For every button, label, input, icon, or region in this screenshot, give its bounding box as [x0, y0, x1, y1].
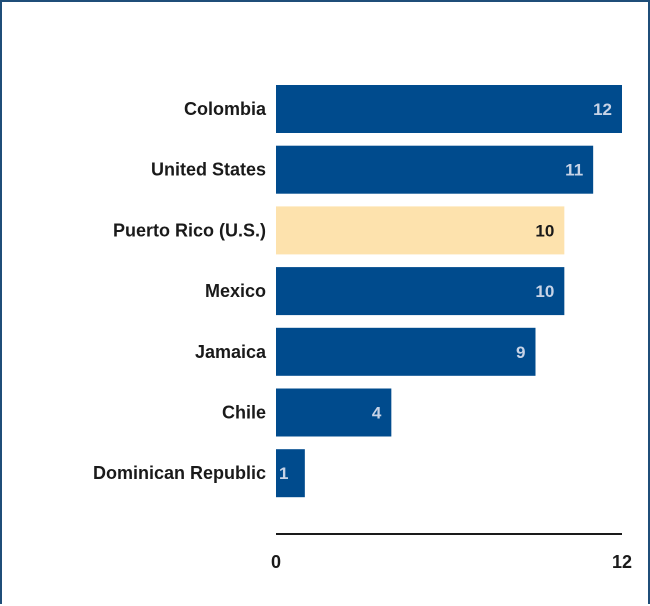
category-label: Dominican Republic	[93, 463, 266, 483]
category-label: United States	[151, 160, 266, 180]
value-label: 12	[593, 100, 612, 119]
bar	[276, 449, 305, 498]
value-label: 10	[535, 282, 554, 301]
category-label: Chile	[222, 403, 266, 423]
bar	[276, 267, 565, 316]
bar	[276, 145, 594, 194]
bar	[276, 206, 565, 255]
category-label: Jamaica	[195, 342, 267, 362]
value-label: 4	[372, 404, 382, 423]
category-label: Mexico	[205, 281, 266, 301]
bar	[276, 85, 622, 133]
category-label: Puerto Rico (U.S.)	[113, 220, 266, 240]
category-label: Colombia	[184, 99, 267, 119]
value-label: 10	[535, 221, 554, 240]
value-label: 9	[516, 343, 525, 362]
value-label: 1	[279, 464, 288, 483]
x-tick-label: 0	[271, 552, 281, 572]
value-label: 11	[565, 161, 583, 180]
bar	[276, 327, 536, 376]
x-tick-label: 12	[612, 552, 632, 572]
bar	[276, 388, 392, 437]
